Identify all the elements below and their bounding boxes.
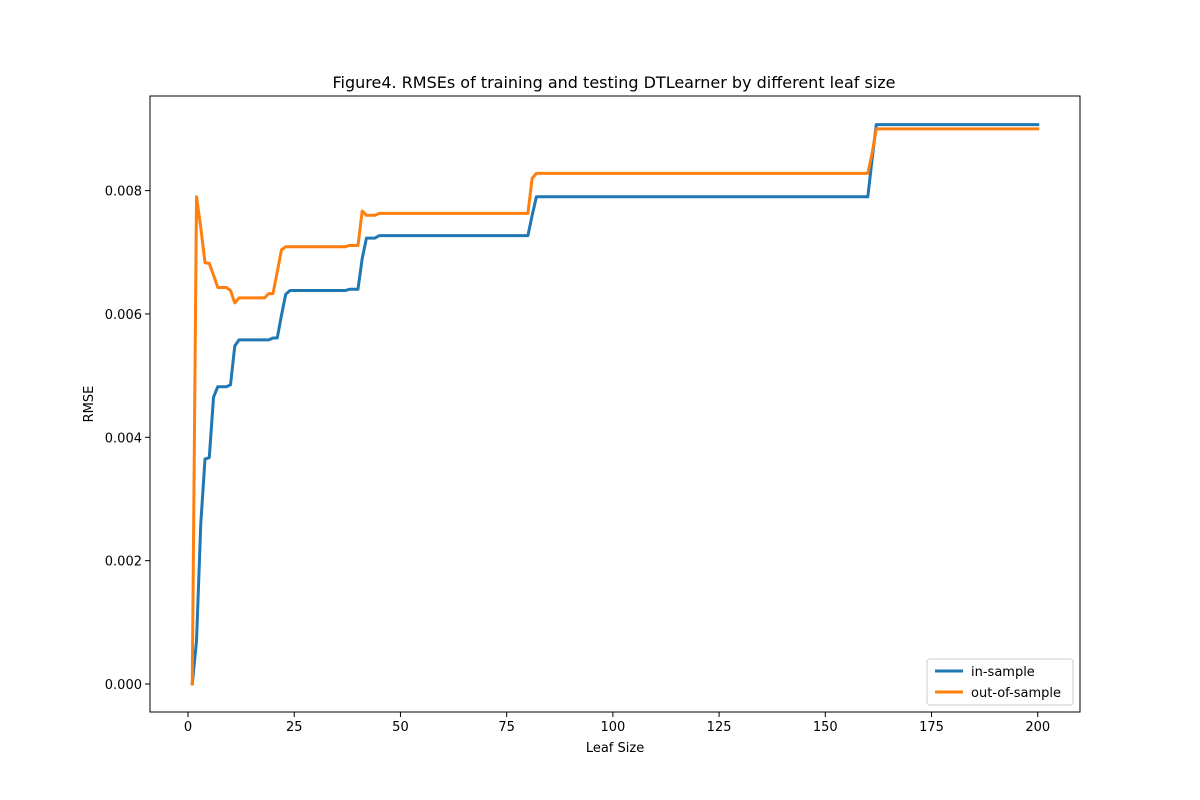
x-tick-label: 200 xyxy=(1025,720,1050,735)
x-axis-title: Leaf Size xyxy=(586,741,644,756)
x-tick-label: 50 xyxy=(392,720,409,735)
legend-label-in-sample: in-sample xyxy=(971,665,1035,680)
y-tick-label: 0.002 xyxy=(105,555,142,570)
x-tick-label: 25 xyxy=(286,720,303,735)
plot-frame xyxy=(149,95,1081,713)
x-tick-label: 175 xyxy=(919,720,944,735)
y-tick-label: 0.008 xyxy=(105,185,142,200)
plot-area xyxy=(149,95,1081,713)
legend: in-sample out-of-sample xyxy=(926,658,1074,706)
x-tick-label: 100 xyxy=(600,720,625,735)
series-layer xyxy=(190,123,1040,686)
x-tick-label: 125 xyxy=(707,720,732,735)
y-tick-label: 0.000 xyxy=(105,678,142,693)
x-tick-label: 0 xyxy=(184,720,192,735)
x-tick-label: 150 xyxy=(813,720,838,735)
x-axis: 0 25 50 75 100 125 150 175 200 xyxy=(184,712,1050,735)
series-line-in-sample xyxy=(190,123,1040,686)
chart-title: Figure4. RMSEs of training and testing D… xyxy=(332,73,895,92)
series-line-out-of-sample xyxy=(190,127,1040,686)
plot-background xyxy=(150,96,1080,712)
legend-label-out-of-sample: out-of-sample xyxy=(971,686,1061,701)
legend-box xyxy=(926,658,1074,706)
x-tick-label: 75 xyxy=(498,720,515,735)
y-tick-label: 0.004 xyxy=(105,431,142,446)
y-tick-label: 0.006 xyxy=(105,308,142,323)
y-axis-title: RMSE xyxy=(82,386,97,423)
y-axis: 0.000 0.002 0.004 0.006 0.008 xyxy=(105,185,150,693)
